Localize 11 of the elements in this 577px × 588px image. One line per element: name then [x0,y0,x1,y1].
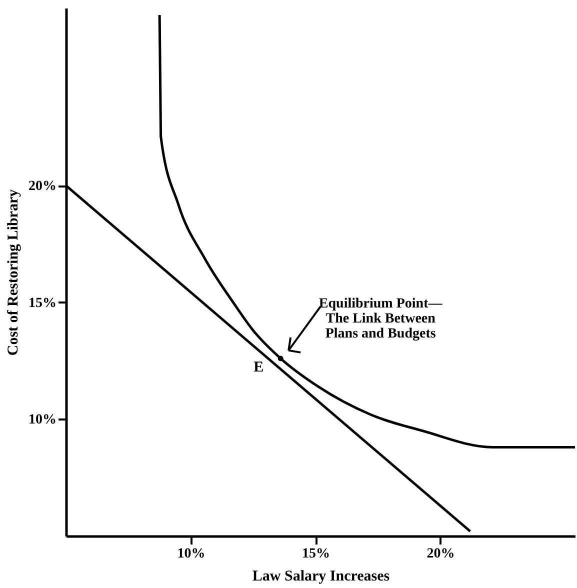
annotation: Equilibrium Point— The Link Between Plans and Budgets [318,296,444,342]
x-tick-label: 20% [426,546,455,562]
y-tick-label: 20% [28,179,56,194]
line-series [158,14,575,448]
y-tick-label: 15% [28,296,56,311]
y-tick-label: 10% [28,412,56,428]
x-tick-label: 10% [177,546,206,562]
annotation: E [254,359,264,376]
y-axis-title: Cost of Restoring Library [6,188,22,356]
x-axis-title: Law Salary Increases [252,568,390,584]
x-tick-label: 15% [302,546,330,562]
